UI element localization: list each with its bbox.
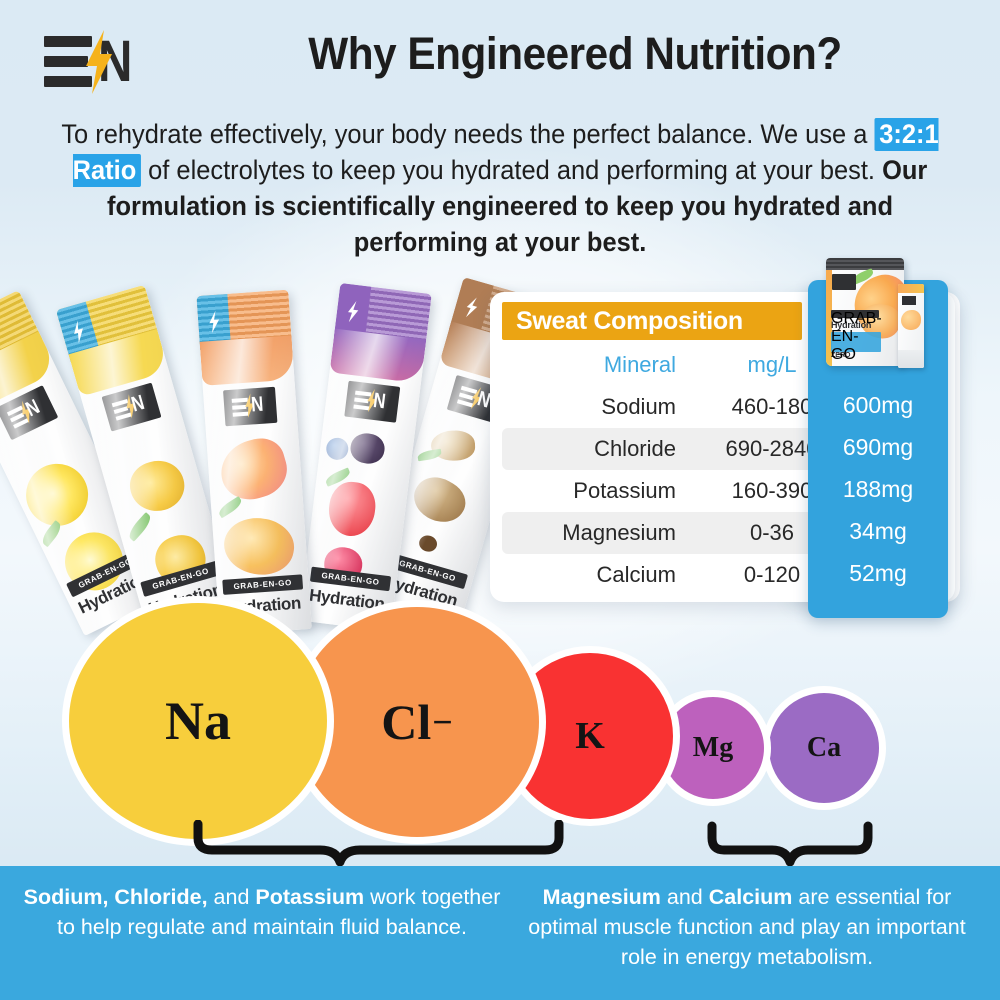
fruit-peach-icon	[213, 432, 294, 507]
venn-label-cl: Cl	[381, 694, 432, 750]
fruit-mango-icon	[219, 512, 299, 580]
venn-label-ca: Ca	[806, 732, 842, 763]
logo-e-bars	[44, 36, 94, 88]
venn-label-k: K	[575, 715, 605, 757]
footer-left-text: Sodium, Chloride, and Potassium work tog…	[22, 882, 502, 942]
intro-part3: Our formulation is scientifically engine…	[107, 155, 928, 257]
bolt-icon	[209, 310, 220, 334]
footer-right-text: Magnesium and Calcium are essential for …	[512, 882, 982, 972]
venn-label-na: Na	[165, 691, 231, 751]
fruit-blackberry-icon	[348, 431, 387, 466]
venn-label-mg: Mg	[692, 732, 734, 763]
footer-right-bold-1: Magnesium	[542, 885, 661, 909]
footer-left-mid: and	[207, 885, 256, 909]
footer-left-bold-2: Potassium	[255, 885, 365, 909]
footer-right-mid: and	[660, 885, 709, 909]
electrolyte-venn-diagram: Ca Mg K Cl − Na	[0, 586, 1000, 856]
ginger-root-icon	[406, 468, 473, 532]
table-title: Sweat Composition	[502, 302, 802, 340]
fruit-strawberry-icon	[325, 479, 379, 539]
stick-pack-lemon: N GRAB-EN-GO Hydration	[0, 290, 168, 636]
fruit-pineapple-icon	[124, 454, 191, 518]
pack-logo: N	[223, 386, 278, 427]
cell-mineral: Sodium	[601, 394, 676, 419]
pouch-logo	[832, 274, 856, 290]
intro-part1: To rehydrate effectively, your body need…	[61, 119, 875, 149]
footer-band: Sodium, Chloride, and Potassium work tog…	[0, 866, 1000, 1000]
pack-logo: N	[101, 382, 162, 432]
column-header-mineral: Mineral	[603, 352, 676, 377]
bolt-icon	[465, 297, 478, 318]
header: N Why Engineered Nutrition?	[0, 0, 1000, 110]
venn-circle-sodium: Na	[62, 596, 334, 846]
leaf-icon	[39, 520, 65, 548]
cell-mineral: Calcium	[596, 562, 676, 587]
brace-right	[707, 821, 873, 867]
bolt-icon	[348, 301, 359, 323]
page-title: Why Engineered Nutrition?	[308, 28, 842, 79]
leaf-icon	[216, 496, 244, 519]
footer-right-bold-2: Calcium	[708, 885, 793, 909]
bolt-icon	[74, 320, 83, 344]
pouch-grab-label: GRAB-EN-GO	[831, 310, 882, 363]
venn-label-cl-charge: −	[432, 702, 453, 742]
spice-icon	[417, 533, 439, 554]
product-pouch-image: GRAB-EN-GO Hydration ZERO	[826, 258, 924, 370]
fruit-blueberry-icon	[325, 436, 350, 462]
lightning-bolt-icon	[86, 30, 112, 94]
cell-mineral: Chloride	[594, 436, 676, 461]
venn-circle-calcium: Ca	[762, 686, 886, 810]
intro-paragraph: To rehydrate effectively, your body need…	[58, 116, 941, 260]
brand-logo: N	[44, 30, 156, 94]
group-braces	[193, 820, 873, 867]
leaf-icon	[416, 448, 443, 462]
footer-right-tail: are essential for optimal muscle functio…	[528, 885, 966, 969]
leaf-icon	[125, 512, 154, 542]
stick-pack-fan: N GRAB-EN-GO Hydration N	[0, 252, 553, 637]
cell-mineral: Magnesium	[562, 520, 676, 545]
pack-logo: N	[344, 380, 401, 423]
cell-mineral: Potassium	[573, 478, 676, 503]
footer-left-tail: work together to help regulate and maint…	[57, 885, 501, 939]
intro-part2: of electrolytes to keep you hydrated and…	[141, 155, 883, 185]
pouch-body: GRAB-EN-GO Hydration ZERO	[826, 258, 904, 366]
footer-left-bold-1: Sodium, Chloride,	[23, 885, 208, 909]
pouch-stick-pack	[898, 284, 924, 368]
brace-left	[193, 820, 564, 867]
